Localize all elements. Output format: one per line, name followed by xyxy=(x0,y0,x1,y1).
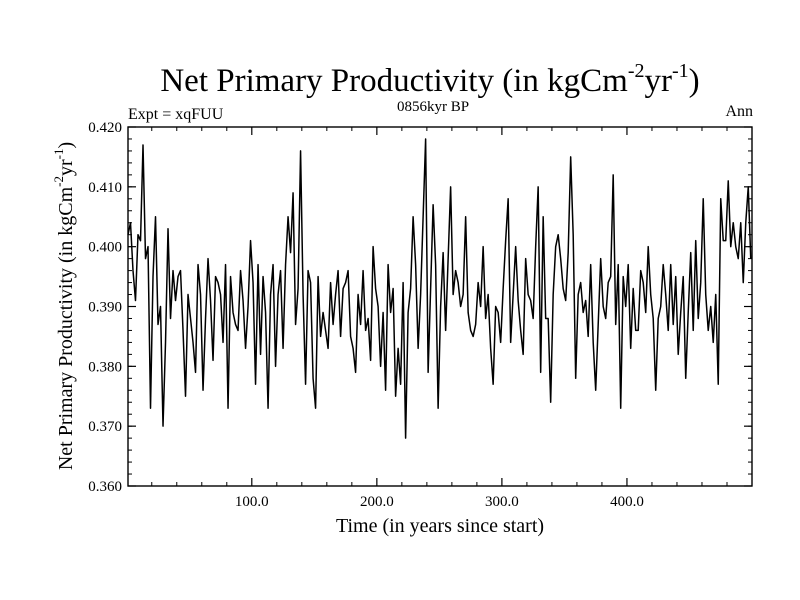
y-tick-label: 0.420 xyxy=(88,120,122,136)
plot-frame xyxy=(127,126,753,487)
y-tick-label: 0.410 xyxy=(88,180,122,196)
subtitle-period: 0856kyr BP xyxy=(397,99,469,115)
series-line-npp xyxy=(127,138,752,439)
y-tick-label: 0.370 xyxy=(88,419,122,435)
y-tick-label: 0.400 xyxy=(88,240,122,256)
subtitle-season: Ann xyxy=(725,103,753,120)
y-tick-label: 0.380 xyxy=(88,359,122,375)
y-tick-label: 0.360 xyxy=(88,479,122,495)
chart-title: Net Primary Productivity (in kgCm-2yr-1) xyxy=(160,60,699,99)
x-tick-label: 100.0 xyxy=(235,494,269,510)
y-tick-label: 0.390 xyxy=(88,300,122,316)
x-axis-ticks: 100.0 200.0 300.0 400.0 xyxy=(151,127,728,510)
x-axis-label: Time (in years since start) xyxy=(336,515,544,537)
subtitle-experiment: Expt = xqFUU xyxy=(128,106,224,123)
x-tick-label: 200.0 xyxy=(360,494,394,510)
y-axis-label: Net Primary Productivity (in kgCm-2yr-1) xyxy=(51,142,77,470)
x-tick-label: 300.0 xyxy=(485,494,519,510)
x-tick-label: 400.0 xyxy=(610,494,644,510)
